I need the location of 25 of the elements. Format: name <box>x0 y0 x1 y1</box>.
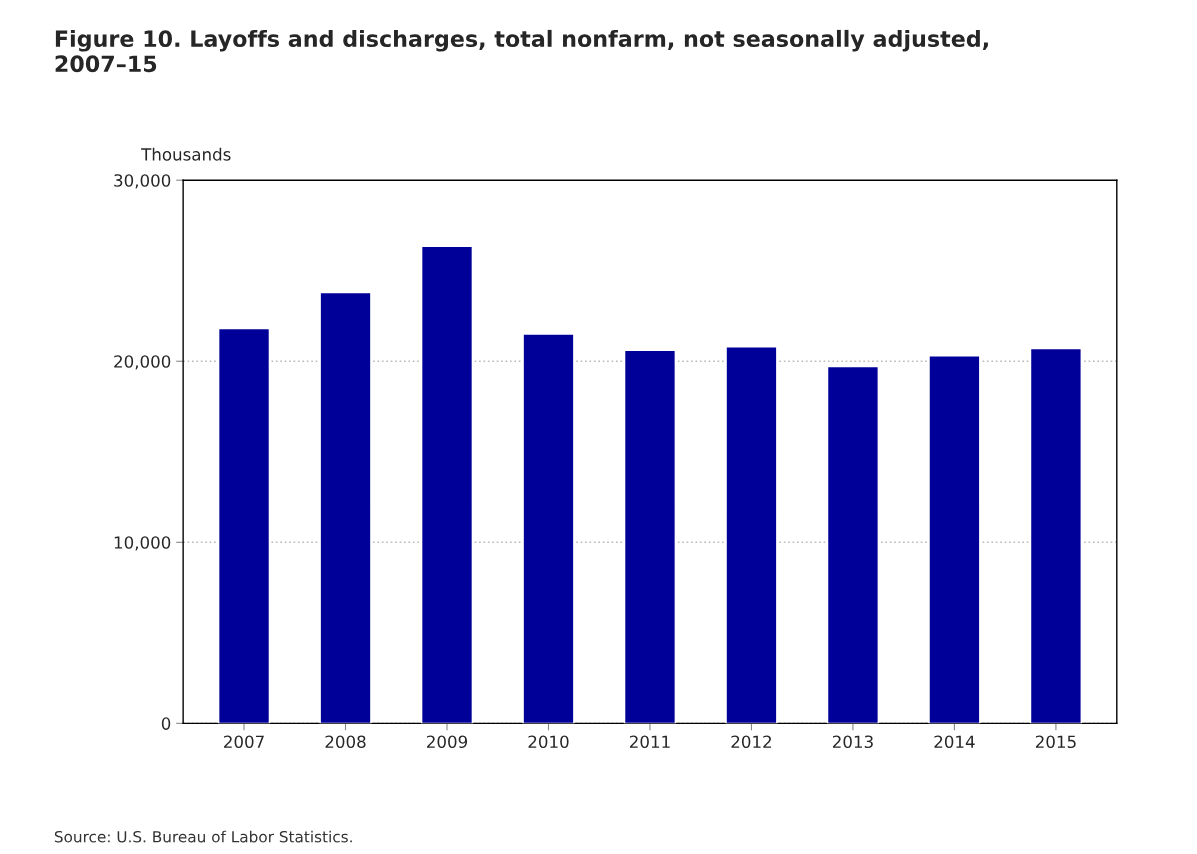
x-tick-label: 2013 <box>832 735 873 749</box>
y-tick-label: 0 <box>161 717 171 730</box>
x-tick-label: 2014 <box>934 735 975 749</box>
y-tick-label: 10,000 <box>114 536 171 551</box>
x-tick-label: 2015 <box>1035 735 1076 749</box>
x-tick-label: 2010 <box>528 735 569 749</box>
bar <box>217 327 271 724</box>
x-tick-label: 2009 <box>427 735 468 749</box>
y-tick-label: 30,000 <box>114 174 171 189</box>
bar <box>725 346 778 724</box>
source-note: Source: U.S. Bureau of Labor Statistics. <box>54 830 352 843</box>
bar <box>928 355 981 724</box>
bar <box>826 365 880 724</box>
x-tick-label: 2007 <box>224 735 264 749</box>
bar <box>1029 347 1082 724</box>
x-tick-label: 2008 <box>325 735 366 749</box>
bar <box>319 291 372 724</box>
x-tick-label: 2011 <box>629 735 670 749</box>
y-axis-title: Thousands <box>141 147 231 161</box>
x-tick-label: 2012 <box>731 735 771 749</box>
bar <box>623 349 677 724</box>
chart-title: Figure 10. Layoffs and discharges, total nonfarm, not seasonally adjusted, 2007–15 <box>55 29 988 73</box>
y-tick-label: 20,000 <box>114 355 171 370</box>
bar <box>420 245 474 724</box>
bar <box>522 333 575 724</box>
